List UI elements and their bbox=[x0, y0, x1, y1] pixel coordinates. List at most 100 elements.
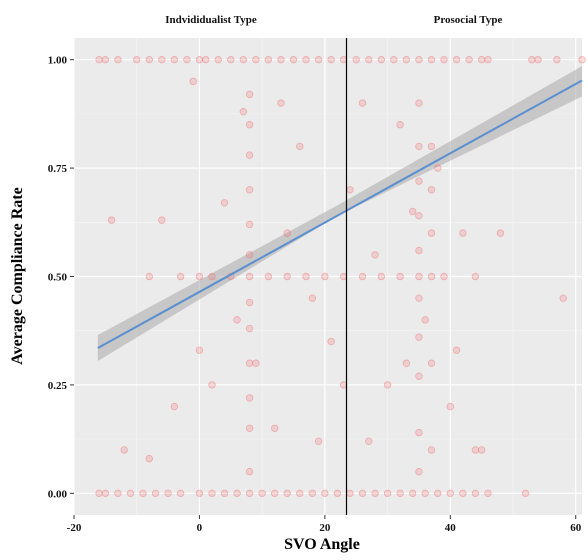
data-point bbox=[239, 108, 248, 116]
data-point bbox=[214, 55, 222, 64]
data-point bbox=[176, 272, 185, 281]
data-point bbox=[421, 489, 429, 498]
data-point bbox=[471, 446, 480, 454]
data-point bbox=[164, 489, 172, 498]
data-point bbox=[202, 55, 210, 64]
data-point bbox=[377, 55, 386, 64]
data-point bbox=[114, 55, 122, 64]
data-point bbox=[415, 246, 423, 255]
data-point bbox=[427, 55, 436, 64]
data-point bbox=[402, 55, 411, 64]
data-point bbox=[553, 55, 561, 64]
data-point bbox=[158, 216, 166, 224]
data-point bbox=[321, 272, 329, 281]
x-axis-title: SVO Angle bbox=[284, 536, 360, 553]
data-point bbox=[145, 272, 153, 281]
data-point bbox=[434, 164, 442, 172]
data-point bbox=[346, 489, 354, 498]
data-point bbox=[484, 489, 492, 498]
y-tick-label: 0.00 bbox=[48, 488, 68, 500]
data-point bbox=[283, 489, 291, 498]
data-point bbox=[415, 428, 423, 437]
data-point bbox=[346, 186, 354, 194]
data-point bbox=[452, 55, 461, 64]
data-point bbox=[427, 229, 436, 237]
data-point bbox=[245, 186, 254, 194]
data-point bbox=[459, 489, 467, 498]
data-point bbox=[365, 437, 373, 445]
data-point bbox=[521, 489, 530, 498]
data-point bbox=[421, 316, 429, 324]
y-tick-label: 0.50 bbox=[48, 272, 68, 284]
data-point bbox=[277, 55, 285, 64]
data-point bbox=[296, 142, 304, 151]
data-point bbox=[208, 489, 216, 498]
data-point bbox=[245, 272, 254, 281]
data-point bbox=[440, 272, 448, 281]
data-point bbox=[114, 489, 122, 498]
data-point bbox=[220, 489, 229, 498]
data-point bbox=[477, 446, 486, 454]
data-point bbox=[227, 55, 235, 64]
data-point bbox=[302, 272, 310, 281]
data-point bbox=[233, 316, 241, 324]
data-point bbox=[151, 489, 160, 498]
data-point bbox=[402, 359, 411, 367]
data-point bbox=[434, 489, 442, 498]
region-label-prosocial: Prosocial Type bbox=[434, 14, 503, 26]
data-point bbox=[296, 489, 304, 498]
data-point bbox=[352, 55, 360, 64]
y-tick-label: 1.00 bbox=[48, 55, 68, 67]
data-point bbox=[534, 55, 542, 64]
data-point bbox=[120, 446, 128, 454]
data-point bbox=[195, 272, 204, 281]
data-point bbox=[459, 229, 467, 237]
data-point bbox=[195, 489, 204, 498]
data-point bbox=[327, 55, 335, 64]
data-point bbox=[327, 337, 335, 346]
data-point bbox=[396, 272, 404, 281]
data-point bbox=[208, 272, 216, 281]
data-point bbox=[415, 55, 423, 64]
data-point bbox=[427, 359, 436, 367]
data-point bbox=[158, 55, 166, 64]
data-point bbox=[578, 55, 586, 64]
data-point bbox=[408, 207, 417, 216]
data-point bbox=[358, 489, 367, 498]
data-point bbox=[377, 272, 386, 281]
data-point bbox=[139, 489, 147, 498]
data-point bbox=[314, 55, 323, 64]
x-tick-label: 0 bbox=[197, 522, 203, 534]
data-point bbox=[264, 272, 273, 281]
data-point bbox=[465, 55, 473, 64]
data-point bbox=[233, 489, 241, 498]
data-point bbox=[133, 55, 141, 64]
data-point bbox=[245, 489, 254, 498]
data-point bbox=[415, 177, 423, 185]
x-tick-label: -20 bbox=[67, 522, 82, 534]
data-point bbox=[390, 55, 398, 64]
data-point bbox=[283, 272, 291, 281]
data-point bbox=[427, 142, 436, 151]
data-point bbox=[452, 346, 461, 354]
data-point bbox=[245, 424, 254, 432]
y-tick-label: 0.25 bbox=[48, 380, 68, 392]
data-point bbox=[195, 55, 204, 64]
data-point bbox=[396, 489, 404, 498]
data-point bbox=[283, 229, 291, 237]
data-point bbox=[245, 394, 254, 402]
data-point bbox=[440, 55, 448, 64]
data-point bbox=[189, 77, 197, 86]
data-point bbox=[415, 467, 423, 476]
y-tick-label: 0.75 bbox=[48, 163, 68, 175]
data-point bbox=[415, 212, 423, 220]
data-point bbox=[95, 489, 103, 498]
data-point bbox=[101, 55, 110, 64]
x-tick-label: 40 bbox=[445, 522, 457, 534]
data-point bbox=[252, 55, 260, 64]
region-label-individualist: Indvididualist Type bbox=[165, 14, 257, 26]
data-point bbox=[270, 489, 279, 498]
data-point bbox=[358, 272, 367, 281]
data-point bbox=[245, 298, 254, 307]
